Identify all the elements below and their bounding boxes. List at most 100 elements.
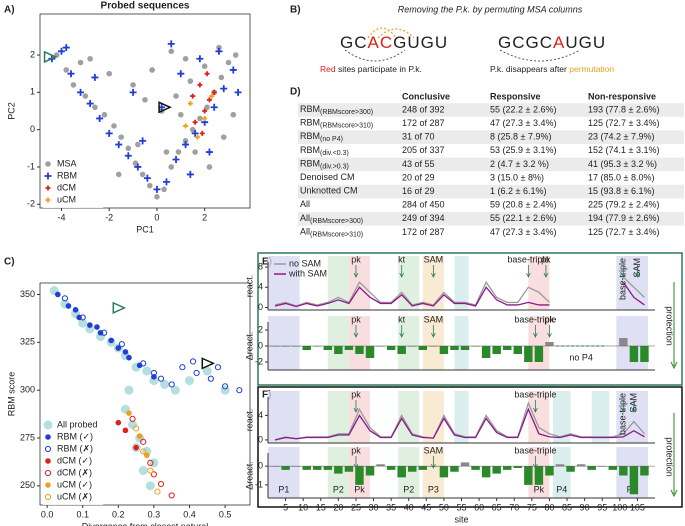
plot-frame — [39, 13, 251, 209]
bar — [408, 466, 417, 472]
point — [230, 111, 237, 118]
column-header: Conclusive — [402, 91, 450, 101]
region — [327, 316, 349, 370]
region — [616, 256, 648, 310]
cell: 225 (79.2 ± 2.4%) — [588, 200, 659, 210]
y-tick-label: -1 — [27, 161, 35, 171]
cell: 249 of 394 — [402, 213, 445, 223]
bar — [334, 346, 343, 354]
point — [184, 376, 194, 386]
x-tick-label: 100 — [612, 502, 627, 512]
row-name-main: Denoised CM — [300, 172, 355, 182]
bar — [481, 346, 491, 358]
cell: 125 (72.7 ± 3.4%) — [588, 118, 659, 128]
annotation: base-triple — [618, 258, 628, 300]
x-tick-label: 45 — [421, 502, 431, 512]
cell: 53 (25.9 ± 3.1%) — [490, 145, 556, 155]
region — [454, 316, 469, 370]
bar — [460, 346, 470, 350]
y-tick-label: 0 — [258, 302, 263, 312]
bar — [640, 466, 649, 476]
y-tick-label: 2 — [258, 324, 263, 334]
sequence: GCACGUGU — [340, 33, 448, 52]
point — [196, 55, 204, 63]
arc — [367, 27, 415, 39]
x-tick-label: 90 — [580, 502, 590, 512]
y-tick-label: 1 — [30, 87, 35, 97]
region — [348, 316, 371, 370]
annotation: pk — [351, 254, 361, 264]
row-name-main: RBM — [300, 145, 320, 155]
bar — [386, 346, 396, 350]
bar — [513, 346, 523, 354]
y-tick-label: 325 — [20, 337, 35, 347]
point — [100, 329, 108, 336]
legend-label: with SAM — [288, 268, 327, 278]
annotation-arrow — [547, 325, 552, 338]
x-tick-label: 75 — [527, 502, 537, 512]
panel-label: A) — [4, 5, 15, 16]
point — [201, 63, 208, 70]
bar — [513, 466, 523, 468]
x-tick-label: 10 — [298, 502, 308, 512]
legend-label: uCM — [57, 194, 76, 204]
bar — [460, 462, 470, 467]
triangle-marker — [112, 301, 127, 315]
region — [422, 256, 444, 310]
point — [70, 82, 77, 88]
legend-label: no SAM — [289, 258, 321, 268]
point — [167, 40, 175, 48]
bar — [555, 464, 565, 467]
y-tick-label: 350 — [20, 289, 35, 299]
row-name: RBM(no P4) — [300, 132, 343, 143]
x-tick-label: 85 — [562, 502, 572, 512]
bar — [545, 342, 554, 346]
point — [130, 82, 136, 88]
annotation-arrow — [525, 265, 531, 278]
cell: 1 (6.2 ± 6.1%) — [490, 186, 546, 196]
point — [106, 70, 113, 77]
sequence: GCGCAUGU — [498, 33, 606, 52]
x-tick-label: 60 — [474, 502, 484, 512]
point — [115, 171, 122, 178]
x-tick-label: 80 — [544, 502, 554, 512]
bar — [608, 466, 618, 470]
point — [150, 369, 157, 377]
point — [139, 171, 146, 178]
caption: P.k. disappears after permutation — [490, 64, 614, 74]
cell: 3 (15.0 ± 8%) — [490, 172, 544, 182]
row-stripe — [298, 157, 684, 172]
point — [105, 129, 113, 137]
cell: 23 (74.2 ± 7.9%) — [588, 132, 654, 142]
cell: 59 (20.8 ± 2.4%) — [490, 200, 556, 210]
y-tick-label: -2 — [255, 356, 263, 366]
point — [57, 47, 65, 55]
point — [168, 164, 175, 170]
panel-label: C) — [4, 257, 15, 268]
annotation: SAM — [424, 445, 444, 455]
annotation: base-triple — [514, 445, 556, 455]
cell: 43 of 55 — [402, 159, 435, 169]
legend-label: dCM (✗) — [57, 467, 92, 477]
point — [206, 164, 213, 170]
annotation-arrow — [620, 400, 626, 413]
bar — [355, 346, 364, 354]
region — [268, 256, 300, 310]
column-header: Non-responsive — [588, 91, 656, 101]
point — [67, 70, 75, 78]
bar — [439, 346, 449, 354]
legend-label: MSA — [57, 158, 77, 168]
row-stripe — [298, 212, 684, 226]
bar — [439, 466, 449, 478]
annotation: pk — [541, 254, 551, 264]
region — [552, 447, 571, 498]
cell: 55 (22.1 ± 2.6%) — [490, 213, 556, 223]
cell: 205 of 337 — [402, 145, 445, 155]
panel-label: F) — [262, 390, 271, 401]
row-name: RBM(div.>0.3) — [300, 159, 349, 170]
annotation: SAM — [424, 314, 444, 324]
y-tick-label: 4 — [258, 282, 263, 292]
legend-box — [42, 156, 104, 208]
point — [78, 318, 88, 328]
line — [274, 276, 645, 307]
